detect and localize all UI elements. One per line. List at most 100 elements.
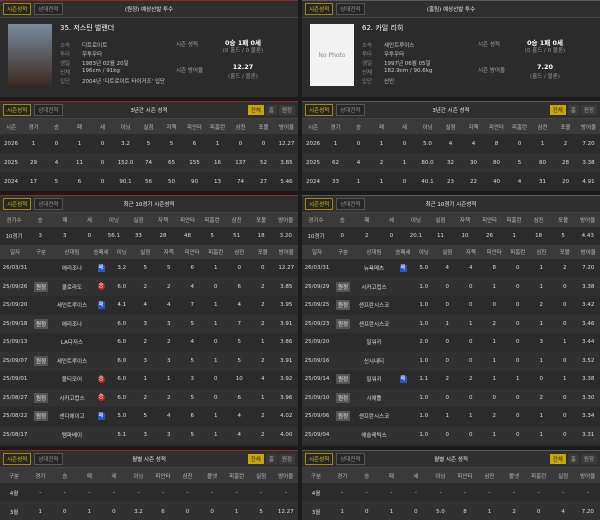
- tab[interactable]: 시즌성적: [305, 104, 333, 116]
- result-badge: 패: [98, 413, 105, 420]
- tab[interactable]: 상대전적: [336, 453, 364, 465]
- cell: 방어율: [575, 216, 600, 224]
- cell: 0: [436, 395, 460, 401]
- cell: 2: [157, 284, 181, 290]
- cell: 2: [251, 302, 275, 308]
- cell: -: [526, 490, 551, 496]
- info-label: 입단: [60, 77, 76, 85]
- tab[interactable]: 상대전적: [34, 104, 62, 116]
- cell: 원정: [30, 319, 52, 329]
- info-label: 입단: [362, 77, 378, 85]
- cell: 승: [53, 472, 78, 480]
- tab[interactable]: 시즌성적: [305, 3, 333, 15]
- filter[interactable]: 홈: [266, 105, 277, 115]
- cell: 1: [251, 395, 275, 401]
- filter[interactable]: 전체: [248, 105, 264, 115]
- cell: 시즌: [302, 123, 324, 131]
- cell: 3.44: [577, 339, 600, 345]
- cell: 0: [91, 141, 114, 147]
- info-value: 1997년 06월 05일: [384, 59, 431, 67]
- filter[interactable]: 원정: [581, 454, 597, 464]
- cell: 1: [483, 284, 507, 290]
- cell: 신시내티: [354, 357, 394, 365]
- tab[interactable]: 시즌성적: [305, 198, 333, 210]
- cell: 3.30: [577, 395, 600, 401]
- cell: 삼진: [477, 472, 502, 480]
- cell: 애슬레틱스: [354, 431, 394, 439]
- stat-label: 시즌 성적: [478, 40, 500, 48]
- filter[interactable]: 전체: [550, 454, 566, 464]
- filter[interactable]: 홈: [568, 105, 579, 115]
- tab[interactable]: 시즌성적: [3, 104, 31, 116]
- cell: 25/09/06: [302, 413, 332, 419]
- tab[interactable]: 상대전적: [34, 198, 62, 210]
- cell: 4: [228, 413, 252, 419]
- cell: 0: [459, 432, 483, 438]
- cell: 4: [462, 141, 485, 147]
- cell: 10: [453, 233, 478, 239]
- cell: 0: [553, 432, 577, 438]
- cell: 4: [157, 413, 181, 419]
- cell: 0: [347, 141, 370, 147]
- cell: 0: [506, 432, 530, 438]
- cell: 25/09/04: [302, 432, 332, 438]
- filter[interactable]: 원정: [279, 105, 295, 115]
- cell: 3: [53, 233, 78, 239]
- cell: 포볼: [551, 216, 576, 224]
- filter[interactable]: 홈: [568, 454, 579, 464]
- cell: 20.1: [404, 233, 429, 239]
- cell: 이닝: [428, 472, 453, 480]
- tab[interactable]: 상대전적: [336, 104, 364, 116]
- cell: 1: [531, 141, 554, 147]
- cell: 6.0: [110, 376, 134, 382]
- tab[interactable]: 시즌성적: [3, 198, 31, 210]
- filter[interactable]: 원정: [279, 454, 295, 464]
- cell: 경기수: [0, 216, 28, 224]
- cell: 이닝: [114, 123, 137, 131]
- cell: 7.20: [575, 509, 600, 515]
- cell: 패: [394, 376, 412, 383]
- cell: 이닝: [110, 248, 134, 256]
- cell: 6: [151, 509, 176, 515]
- cell: 6: [181, 265, 205, 271]
- cell: 실점: [436, 248, 460, 256]
- filter[interactable]: 원정: [581, 105, 597, 115]
- tab[interactable]: 시즌성적: [3, 3, 31, 15]
- tab[interactable]: 상대전적: [336, 198, 364, 210]
- filter[interactable]: 홈: [266, 454, 277, 464]
- cell: 25/08/17: [0, 432, 30, 438]
- cell: 패: [379, 472, 404, 480]
- cell: 이닝: [102, 216, 127, 224]
- cell: 1: [530, 265, 554, 271]
- cell: 1.0: [412, 432, 436, 438]
- cell: 17: [22, 179, 45, 185]
- tab[interactable]: 시즌성적: [3, 453, 31, 465]
- cell: 3: [181, 376, 205, 382]
- filter[interactable]: 전체: [550, 105, 566, 115]
- filter[interactable]: 전체: [248, 454, 264, 464]
- cell: 0: [436, 339, 460, 345]
- cell: 4: [347, 160, 370, 166]
- tab[interactable]: 상대전적: [34, 453, 62, 465]
- cell: 4: [459, 265, 483, 271]
- away-badge: 원정: [34, 282, 48, 292]
- result-badge: 패: [400, 265, 407, 272]
- cell: 30: [462, 160, 485, 166]
- tab[interactable]: 시즌성적: [305, 453, 333, 465]
- cell: 패: [92, 413, 110, 420]
- cell: 0: [91, 160, 114, 166]
- tab[interactable]: 상대전적: [336, 3, 364, 15]
- tab[interactable]: 상대전적: [34, 3, 62, 15]
- cell: 65: [160, 160, 183, 166]
